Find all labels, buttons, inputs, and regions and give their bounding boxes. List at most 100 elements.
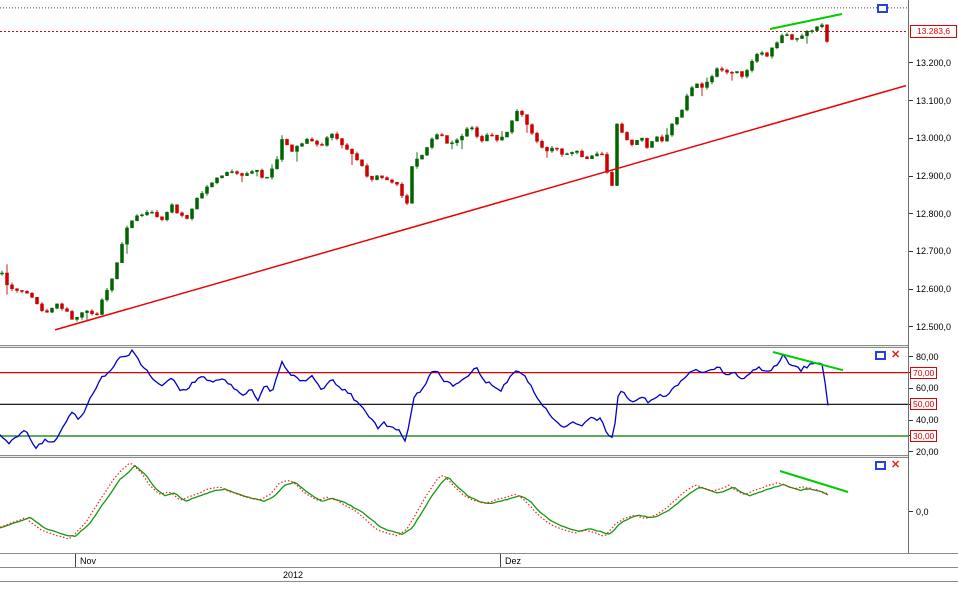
axis-tick <box>909 356 913 358</box>
candle-body <box>210 182 214 188</box>
time-axis-months[interactable]: Nov Dez <box>0 553 958 568</box>
axis-label: 13.000,0 <box>916 133 952 144</box>
candle-body <box>760 52 764 55</box>
rsi-restore-window-icon[interactable] <box>875 351 886 360</box>
candle-body <box>155 211 159 217</box>
candle-body <box>570 152 574 154</box>
candle-body <box>145 212 149 216</box>
candle-body <box>470 127 474 130</box>
oscillator-indicator-panel[interactable] <box>0 458 908 553</box>
candle-body <box>535 132 539 142</box>
candle-body <box>630 139 634 145</box>
candle-body <box>5 272 9 286</box>
candle-body <box>295 145 299 152</box>
candle-body <box>725 69 729 73</box>
candle-body <box>70 311 74 320</box>
axis-tick <box>909 326 913 328</box>
candle-body <box>200 193 204 199</box>
axis-label: 12.500,0 <box>916 321 952 332</box>
axis-tick <box>909 511 913 513</box>
oscillator-restore-window-icon[interactable] <box>875 461 886 470</box>
candle-body <box>220 175 224 179</box>
candle-body <box>365 165 369 177</box>
axis-tick <box>909 387 913 389</box>
candle-body <box>65 308 69 312</box>
candle-body <box>685 95 689 111</box>
panel-separator <box>0 455 908 458</box>
candle-body <box>675 117 679 125</box>
candle-body <box>230 171 234 173</box>
candle-body <box>95 313 99 315</box>
candle-body <box>650 141 654 148</box>
candle-body <box>345 144 349 150</box>
candle-body <box>495 135 499 141</box>
candle-body <box>780 35 784 43</box>
candle-body <box>500 136 504 141</box>
trendline <box>769 13 843 30</box>
rsi-indicator-panel[interactable] <box>0 348 908 455</box>
candle-body <box>790 34 794 40</box>
price-axis-scale[interactable]: 13.200,0 13.100,0 13.000,0 12.900,0 12.800,0… <box>908 0 958 553</box>
fast-line <box>0 462 829 540</box>
candle-body <box>335 133 339 139</box>
candle-body <box>390 179 394 183</box>
candle-body <box>610 172 614 186</box>
candle-body <box>695 83 699 88</box>
month-label: Nov <box>80 556 97 566</box>
signal-line <box>0 464 829 538</box>
candle-body <box>410 166 414 204</box>
candle-body <box>525 114 529 125</box>
candle-body <box>280 139 284 160</box>
candle-body <box>445 135 449 144</box>
candle-body <box>765 52 769 57</box>
candle-body <box>215 177 219 184</box>
axis-label: 13.100,0 <box>916 95 952 106</box>
candle-body <box>175 204 179 214</box>
axis-tick <box>909 288 913 290</box>
trendline <box>54 84 907 331</box>
candle-body <box>700 83 704 88</box>
candle-body <box>680 109 684 118</box>
candle-body <box>100 299 104 315</box>
candle-body <box>245 173 249 176</box>
year-label: 2012 <box>283 570 304 580</box>
candle-body <box>110 278 114 291</box>
candle-body <box>305 138 309 144</box>
candle-body <box>775 42 779 49</box>
candle-body <box>130 220 134 229</box>
candle-body <box>450 142 454 145</box>
oscillator-close-icon[interactable]: ✕ <box>891 459 901 471</box>
candle-body <box>795 38 799 40</box>
axis-tick <box>909 137 913 139</box>
candle-body <box>800 35 804 39</box>
restore-window-icon[interactable] <box>877 4 888 13</box>
candle-body <box>505 131 509 138</box>
candle-body <box>615 123 619 186</box>
trendline <box>772 351 844 372</box>
candle-body <box>260 169 264 178</box>
price-chart-panel[interactable] <box>0 0 908 345</box>
candle-body <box>625 132 629 141</box>
axis-tick <box>909 250 913 252</box>
rsi-close-icon[interactable]: ✕ <box>891 349 901 361</box>
candle-body <box>340 138 344 146</box>
candle-body <box>710 76 714 83</box>
candle-body <box>455 139 459 144</box>
candle-body <box>730 71 734 74</box>
time-axis-years[interactable]: 2012 <box>0 568 958 582</box>
axis-label: 40,00 <box>916 415 939 426</box>
candle-body <box>150 211 154 214</box>
candle-body <box>185 215 189 219</box>
candle-body <box>475 127 479 137</box>
candle-body <box>825 24 829 42</box>
candle-body <box>270 168 274 178</box>
candle-body <box>755 54 759 62</box>
candle-body <box>770 47 774 57</box>
candle-body <box>670 123 674 136</box>
candle-body <box>485 134 489 142</box>
axis-label: 13.200,0 <box>916 57 952 68</box>
candle-body <box>585 156 589 159</box>
candle-body <box>465 128 469 137</box>
candle-body <box>320 144 324 146</box>
